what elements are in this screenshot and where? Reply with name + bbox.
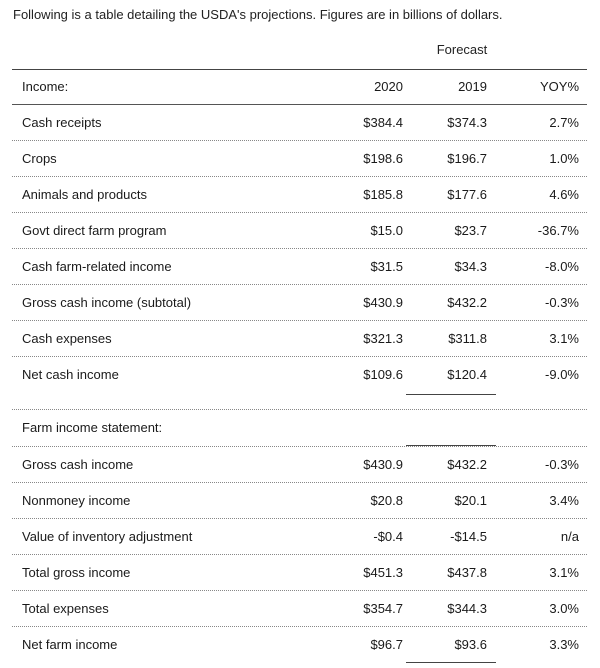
value-2019: -$14.5 <box>450 529 487 544</box>
table-section-row: Farm income statement: <box>12 410 587 444</box>
row-divider <box>12 140 587 141</box>
row-divider <box>12 248 587 249</box>
value-2019: $311.8 <box>448 331 487 346</box>
value-2019: $177.6 <box>447 187 487 202</box>
row-label: Nonmoney income <box>22 493 131 508</box>
row-divider <box>12 554 587 555</box>
value-2020: $31.5 <box>370 259 403 274</box>
value-2019: $437.8 <box>447 565 487 580</box>
table-row: Cash receipts $384.4 $374.3 2.7% <box>12 105 587 139</box>
row-divider <box>12 446 587 447</box>
table-header-row: Income: 2020 2019 YOY% <box>12 69 587 103</box>
value-2019: $93.6 <box>454 637 487 652</box>
row-divider <box>12 590 587 591</box>
row-divider <box>12 320 587 321</box>
value-yoy: -9.0% <box>545 367 579 382</box>
value-2020: $109.6 <box>363 367 403 382</box>
table-row: Total gross income $451.3 $437.8 3.1% <box>12 555 587 589</box>
table-row: Cash expenses $321.3 $311.8 3.1% <box>12 321 587 355</box>
table-row: Crops $198.6 $196.7 1.0% <box>12 141 587 175</box>
intro-text: Following is a table detailing the USDA'… <box>13 7 503 22</box>
value-yoy: 3.3% <box>549 637 579 652</box>
value-2020: $430.9 <box>363 295 403 310</box>
value-2020: $20.8 <box>370 493 403 508</box>
row-divider <box>12 212 587 213</box>
row-divider <box>12 356 587 357</box>
header-bottom-rule <box>12 104 587 105</box>
table-row: Cash farm-related income $31.5 $34.3 -8.… <box>12 249 587 283</box>
table-row: Gross cash income (subtotal) $430.9 $432… <box>12 285 587 319</box>
value-yoy: -8.0% <box>545 259 579 274</box>
column-header-2020: 2020 <box>374 79 403 94</box>
value-yoy: 1.0% <box>549 151 579 166</box>
value-yoy: 3.4% <box>549 493 579 508</box>
table-row: Nonmoney income $20.8 $20.1 3.4% <box>12 483 587 517</box>
value-2020: $96.7 <box>370 637 403 652</box>
value-yoy: -0.3% <box>545 295 579 310</box>
income-section-label: Income: <box>22 79 69 94</box>
value-yoy: 2.7% <box>549 115 579 130</box>
row-divider <box>12 284 587 285</box>
value-2019: $120.4 <box>447 367 487 382</box>
table-row: Animals and products $185.8 $177.6 4.6% <box>12 177 587 211</box>
row-label: Cash expenses <box>22 331 112 346</box>
value-2020: $430.9 <box>363 457 403 472</box>
value-2020: $15.0 <box>370 223 403 238</box>
row-divider <box>12 518 587 519</box>
value-2019: $432.2 <box>447 295 487 310</box>
row-label: Total gross income <box>22 565 131 580</box>
value-2020: $321.3 <box>363 331 403 346</box>
value-2020: $198.6 <box>363 151 403 166</box>
value-2019: $374.3 <box>447 115 487 130</box>
forecast-column-overline <box>406 445 496 446</box>
column-header-yoy: YOY% <box>539 79 579 94</box>
row-divider <box>12 626 587 627</box>
value-2019: $23.7 <box>454 223 487 238</box>
value-yoy: 4.6% <box>549 187 579 202</box>
value-2019: $196.7 <box>447 151 487 166</box>
row-label: Govt direct farm program <box>22 223 167 238</box>
forecast-label: Forecast <box>436 42 488 57</box>
value-2020: $451.3 <box>363 565 403 580</box>
value-2020: $354.7 <box>363 601 403 616</box>
section-label: Farm income statement: <box>22 420 163 435</box>
value-2019: $432.2 <box>447 457 487 472</box>
value-2020: $185.8 <box>363 187 403 202</box>
row-label: Gross cash income (subtotal) <box>22 295 192 310</box>
table-row: Gross cash income $430.9 $432.2 -0.3% <box>12 447 587 481</box>
table-row: Govt direct farm program $15.0 $23.7 -36… <box>12 213 587 247</box>
value-2019: $34.3 <box>454 259 487 274</box>
row-label: Net farm income <box>22 637 118 652</box>
section-divider <box>12 409 587 410</box>
row-label: Crops <box>22 151 57 166</box>
table-row: Total expenses $354.7 $344.3 3.0% <box>12 591 587 625</box>
value-yoy: 3.1% <box>549 331 579 346</box>
value-2020: -$0.4 <box>373 529 403 544</box>
value-2019: $20.1 <box>454 493 487 508</box>
row-divider <box>12 176 587 177</box>
forecast-column-bottom-rule <box>406 662 496 663</box>
value-yoy: 3.1% <box>549 565 579 580</box>
value-2020: $384.4 <box>363 115 403 130</box>
value-yoy: -0.3% <box>545 457 579 472</box>
row-label: Net cash income <box>22 367 119 382</box>
row-label: Animals and products <box>22 187 148 202</box>
value-yoy: n/a <box>560 529 579 544</box>
table-row: Net cash income $109.6 $120.4 -9.0% <box>12 357 587 391</box>
row-divider <box>12 482 587 483</box>
column-header-2019: 2019 <box>458 79 487 94</box>
row-label: Gross cash income <box>22 457 134 472</box>
table-top-rule <box>12 69 587 70</box>
table-row: Net farm income $96.7 $93.6 3.3% <box>12 627 587 661</box>
row-label: Value of inventory adjustment <box>22 529 193 544</box>
value-yoy: -36.7% <box>537 223 579 238</box>
table-row: Value of inventory adjustment -$0.4 -$14… <box>12 519 587 553</box>
row-label: Cash farm-related income <box>22 259 172 274</box>
value-2019: $344.3 <box>447 601 487 616</box>
value-yoy: 3.0% <box>549 601 579 616</box>
row-label: Cash receipts <box>22 115 102 130</box>
forecast-column-underline <box>406 394 496 395</box>
row-label: Total expenses <box>22 601 109 616</box>
